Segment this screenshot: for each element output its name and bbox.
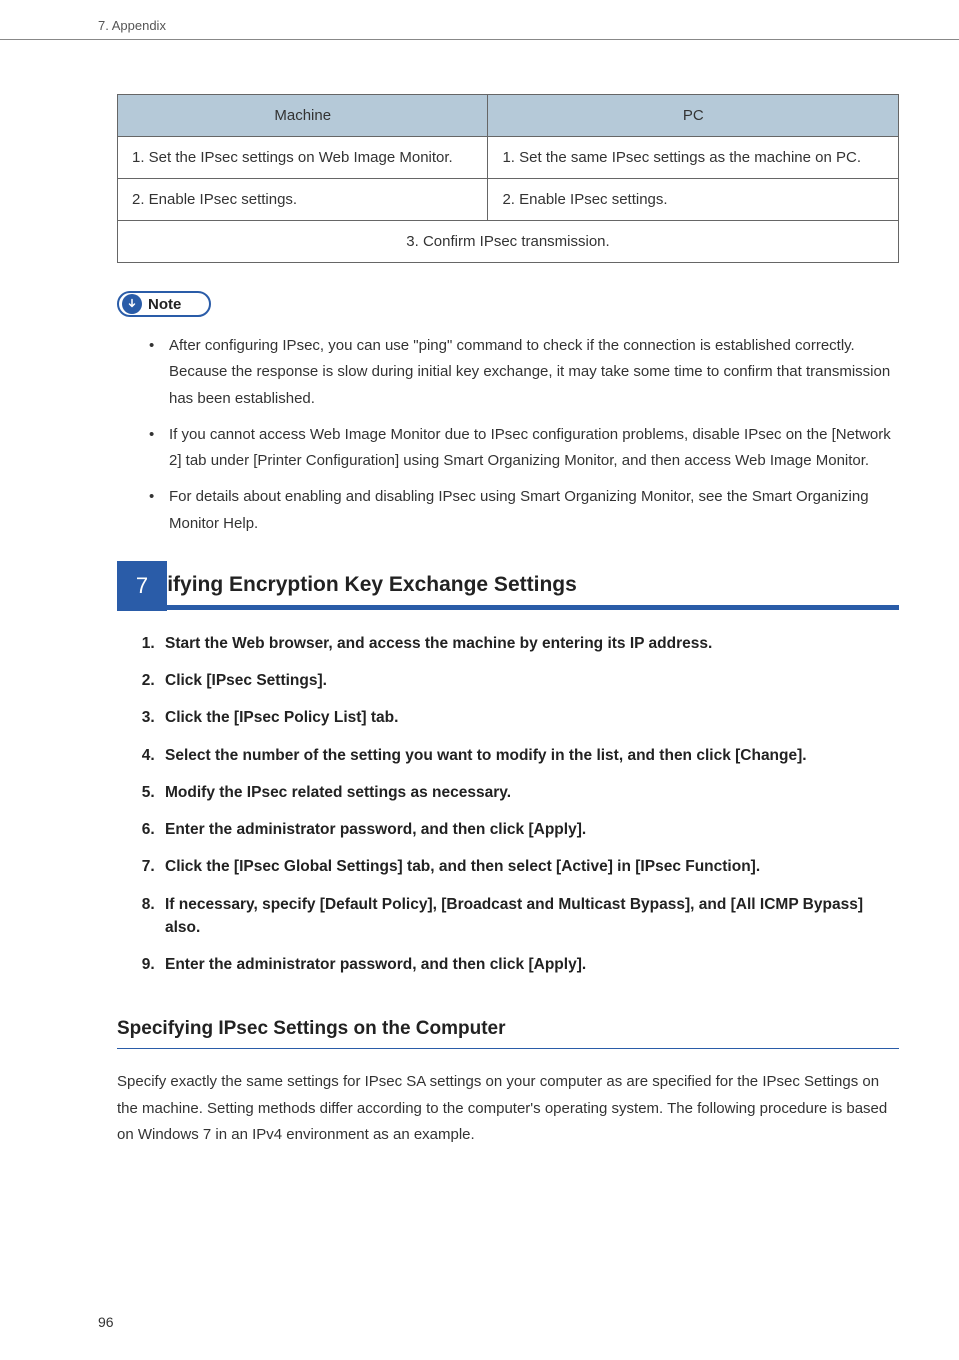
page-number: 96: [98, 1314, 114, 1330]
step-item: Click the [IPsec Global Settings] tab, a…: [159, 855, 899, 878]
section-heading-wrap: 7 Specifying Encryption Key Exchange Set…: [117, 573, 899, 610]
table-cell: 2. Enable IPsec settings.: [118, 179, 488, 221]
body-paragraph: Specify exactly the same settings for IP…: [117, 1069, 899, 1148]
step-item: Select the number of the setting you wan…: [159, 744, 899, 767]
table-cell: 2. Enable IPsec settings.: [488, 179, 899, 221]
note-item: If you cannot access Web Image Monitor d…: [149, 422, 899, 475]
ipsec-setup-table: Machine PC 1. Set the IPsec settings on …: [117, 94, 899, 263]
note-label: Note: [148, 296, 181, 313]
step-item: Modify the IPsec related settings as nec…: [159, 781, 899, 804]
arrow-down-icon: [122, 294, 142, 314]
step-item: Click [IPsec Settings].: [159, 669, 899, 692]
table-row: 3. Confirm IPsec transmission.: [118, 221, 899, 263]
section-heading-computer: Specifying IPsec Settings on the Compute…: [117, 1018, 899, 1049]
table-header-pc: PC: [488, 95, 899, 137]
table-row: 2. Enable IPsec settings. 2. Enable IPse…: [118, 179, 899, 221]
page-content: Machine PC 1. Set the IPsec settings on …: [0, 94, 959, 1148]
step-item: If necessary, specify [Default Policy], …: [159, 893, 899, 940]
table-row: 1. Set the IPsec settings on Web Image M…: [118, 137, 899, 179]
note-badge: Note: [117, 291, 211, 317]
step-item: Enter the administrator password, and th…: [159, 818, 899, 841]
chapter-label: 7. Appendix: [98, 18, 166, 33]
page-header: 7. Appendix: [0, 0, 959, 40]
table-cell: 1. Set the same IPsec settings as the ma…: [488, 137, 899, 179]
note-item: After configuring IPsec, you can use "pi…: [149, 333, 899, 412]
step-item: Enter the administrator password, and th…: [159, 953, 899, 976]
step-item: Start the Web browser, and access the ma…: [159, 632, 899, 655]
table-cell: 1. Set the IPsec settings on Web Image M…: [118, 137, 488, 179]
note-list: After configuring IPsec, you can use "pi…: [117, 333, 899, 537]
step-item: Click the [IPsec Policy List] tab.: [159, 706, 899, 729]
table-cell-merged: 3. Confirm IPsec transmission.: [118, 221, 899, 263]
note-item: For details about enabling and disabling…: [149, 484, 899, 537]
section-heading-encryption: Specifying Encryption Key Exchange Setti…: [117, 573, 899, 610]
table-header-machine: Machine: [118, 95, 488, 137]
steps-list: Start the Web browser, and access the ma…: [117, 632, 899, 977]
chapter-tab: 7: [117, 561, 167, 611]
